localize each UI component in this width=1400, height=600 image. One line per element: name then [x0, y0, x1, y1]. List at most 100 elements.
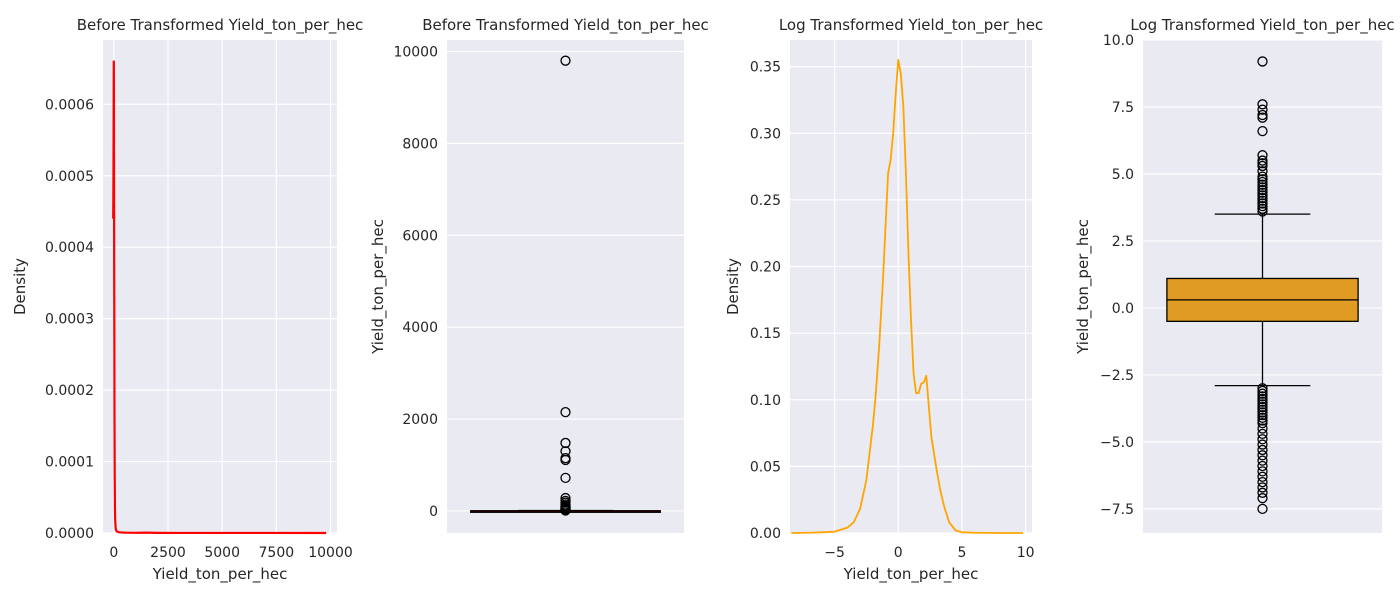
x-tick-label: 2500	[150, 545, 186, 561]
series-line	[112, 60, 327, 535]
y-tick-label: 0.25	[750, 193, 781, 209]
x-axis-label: Yield_ton_per_hec	[152, 565, 288, 584]
y-tick-label: 0.0001	[45, 455, 94, 471]
outlier-point	[1257, 444, 1268, 456]
x-axis-label: Yield_ton_per_hec	[843, 565, 979, 584]
outlier-point	[1257, 393, 1268, 405]
y-tick-label: 0.0006	[45, 97, 94, 113]
outlier-point	[1257, 184, 1268, 196]
y-tick-label: 0.0003	[45, 312, 94, 328]
outlier-point	[1257, 160, 1268, 172]
outlier-point	[560, 505, 571, 516]
y-tick-label: 7.5	[1112, 100, 1134, 116]
x-tick-label: 10	[1017, 545, 1035, 561]
outlier-point	[1257, 150, 1268, 161]
y-tick-label: 0.0000	[45, 526, 94, 542]
outlier-point	[1257, 176, 1268, 188]
outlier-point	[1257, 125, 1268, 137]
outlier-point	[1257, 401, 1268, 413]
y-tick-label: 4000	[402, 320, 438, 336]
outlier-point	[1257, 166, 1268, 177]
x-tick-label: 5000	[204, 545, 240, 561]
outlier-point	[1257, 439, 1268, 450]
outlier-point	[560, 55, 571, 66]
outlier-point	[1257, 99, 1268, 110]
y-axis-label: Density	[11, 258, 29, 315]
outlier-point	[1257, 182, 1268, 193]
outlier-point	[1257, 482, 1268, 493]
outlier-point	[1257, 460, 1268, 472]
y-axis-label: Density	[724, 258, 742, 315]
outlier-point	[1257, 434, 1268, 445]
y-tick-label: −5.0	[1100, 435, 1134, 451]
y-tick-label: 0.0005	[45, 169, 94, 185]
outlier-point	[1257, 399, 1268, 410]
y-tick-label: 6000	[402, 228, 438, 244]
chart-title: Before Transformed Yield_ton_per_hec	[422, 16, 709, 35]
outlier-point	[1257, 391, 1268, 402]
outlier-point	[560, 437, 571, 449]
y-tick-label: 5.0	[1112, 167, 1134, 183]
outlier-point	[1257, 171, 1268, 182]
outlier-point	[560, 454, 571, 466]
outlier-point	[1257, 187, 1268, 198]
y-axis-label: Yield_ton_per_hec	[369, 219, 388, 355]
outlier-point	[1257, 455, 1268, 466]
series-line	[791, 59, 1024, 534]
outlier-point	[1257, 423, 1268, 434]
outlier-point	[1257, 112, 1268, 123]
outlier-point	[1257, 195, 1268, 206]
x-tick-label: 5	[957, 545, 966, 561]
y-tick-label: 10.0	[1103, 33, 1134, 49]
outlier-point	[1257, 466, 1268, 477]
x-tick-label: 0	[894, 545, 903, 561]
outlier-point	[1257, 198, 1268, 209]
outlier-point	[1257, 203, 1268, 214]
y-tick-label: 0.10	[750, 393, 781, 409]
chart-panel-1: 0.0000 0.0001 0.0002 0.0003 0.0004 0.0005 0.00…	[11, 16, 363, 584]
outlier-point	[1257, 385, 1268, 397]
x-tick-label: 0	[109, 545, 118, 561]
outlier-point	[1257, 174, 1268, 185]
chart-title: Log Transformed Yield_ton_per_hec	[779, 16, 1043, 35]
y-tick-label: 0.0002	[45, 383, 94, 399]
y-tick-label: 0.00	[750, 526, 781, 542]
y-tick-label: 2000	[402, 412, 438, 428]
y-tick-label: 0.35	[750, 60, 781, 76]
outlier-point	[1257, 428, 1268, 440]
outlier-point	[1257, 192, 1268, 204]
chart-title: Log Transformed Yield_ton_per_hec	[1130, 16, 1394, 35]
outlier-point	[1257, 471, 1268, 482]
outlier-point	[1257, 155, 1268, 166]
y-tick-label: 0.30	[750, 126, 781, 142]
outlier-point	[1257, 407, 1268, 418]
outlier-point	[1257, 404, 1268, 415]
outlier-point	[1257, 450, 1268, 461]
outlier-point	[1257, 476, 1268, 488]
plot-area	[103, 40, 337, 533]
y-tick-label: 8000	[402, 136, 438, 152]
outlier-point	[1257, 179, 1268, 190]
outlier-point	[1257, 56, 1268, 67]
outlier-point	[1257, 109, 1268, 121]
outlier-point	[1257, 158, 1268, 169]
y-tick-label: 10000	[393, 44, 438, 60]
outlier-point	[1257, 503, 1268, 515]
x-tick-label: −5	[824, 545, 845, 561]
outlier-point	[560, 472, 571, 484]
outlier-point	[1257, 415, 1268, 426]
outlier-point	[1257, 417, 1268, 429]
outlier-point	[1257, 206, 1268, 217]
outlier-point	[1257, 383, 1268, 394]
outlier-point	[1257, 104, 1268, 115]
y-axis-label: Yield_ton_per_hec	[1074, 219, 1093, 355]
outlier-point	[560, 407, 571, 418]
outlier-point	[1257, 388, 1268, 399]
outlier-point	[1257, 487, 1268, 498]
y-tick-label: 2.5	[1112, 234, 1134, 250]
y-tick-label: 0	[429, 504, 438, 520]
y-tick-label: 0.0004	[45, 240, 94, 256]
x-tick-label: 7500	[259, 545, 295, 561]
